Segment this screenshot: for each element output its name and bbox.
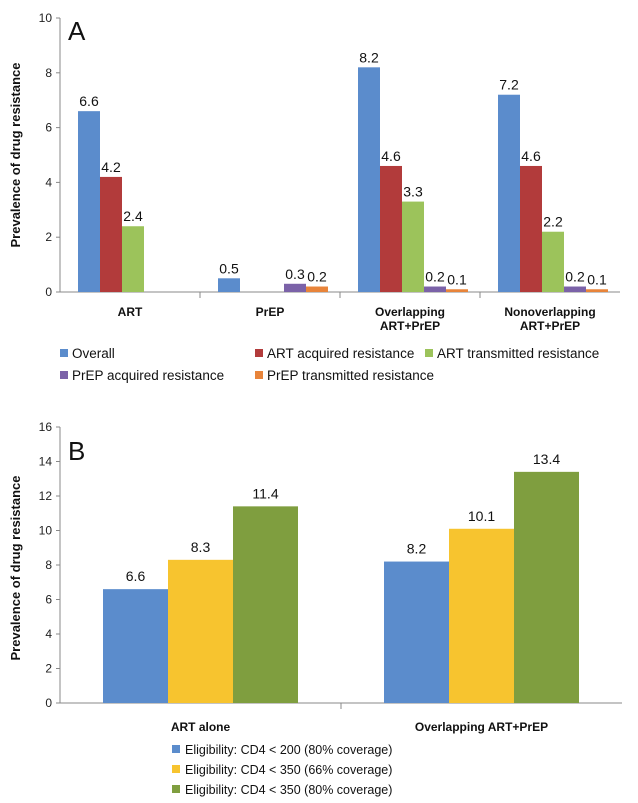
data-label: 0.5 [219, 260, 239, 276]
x-tick-label: ART+PrEP [520, 319, 580, 333]
data-label: 8.3 [191, 539, 211, 555]
data-label: 8.2 [407, 541, 427, 557]
y-tick-label: 2 [45, 230, 52, 244]
bar [424, 286, 446, 292]
y-tick-label: 0 [45, 696, 52, 710]
x-tick-label: PrEP [256, 305, 285, 319]
x-tick-label: ART alone [171, 720, 231, 734]
bar [306, 286, 328, 292]
y-axis-label: Prevalence of drug resistance [8, 476, 23, 661]
x-tick-label: Overlapping [375, 305, 445, 319]
bar [498, 94, 520, 292]
legend-entry: Eligibility: CD4 < 350 (80% coverage) [185, 783, 392, 797]
y-tick-label: 8 [45, 558, 52, 572]
data-label: 8.2 [359, 49, 379, 65]
y-tick-label: 16 [39, 420, 53, 434]
data-label: 13.4 [533, 451, 560, 467]
bar [358, 67, 380, 292]
bar [564, 286, 586, 292]
bar [514, 471, 579, 703]
legend-swatch [255, 349, 263, 357]
x-tick-label: Overlapping ART+PrEP [415, 720, 548, 734]
y-tick-label: 12 [39, 489, 53, 503]
bar [103, 589, 168, 703]
y-tick-label: 6 [45, 593, 52, 607]
bar [380, 165, 402, 292]
data-label: 6.6 [79, 93, 99, 109]
y-tick-label: 14 [39, 455, 53, 469]
legend-entry: Eligibility: CD4 < 200 (80% coverage) [185, 743, 392, 757]
data-label: 10.1 [468, 508, 495, 524]
legend-swatch [60, 371, 68, 379]
y-tick-label: 4 [45, 627, 52, 641]
bar [233, 506, 298, 703]
data-label: 0.2 [307, 269, 327, 285]
bar [402, 201, 424, 292]
bar [284, 283, 306, 292]
bar [542, 231, 564, 292]
legend-swatch [255, 371, 263, 379]
y-tick-label: 6 [45, 121, 52, 135]
x-tick-label: Nonoverlapping [504, 305, 595, 319]
bar [520, 165, 542, 292]
legend-entry: PrEP transmitted resistance [267, 368, 434, 383]
legend-entry: PrEP acquired resistance [72, 368, 224, 383]
bar [78, 111, 100, 292]
y-tick-label: 0 [45, 285, 52, 299]
legend-swatch [172, 765, 180, 773]
y-tick-label: 8 [45, 66, 52, 80]
bar [384, 561, 449, 703]
legend-swatch [425, 349, 433, 357]
data-label: 0.1 [447, 271, 467, 287]
legend-entry: ART transmitted resistance [437, 346, 599, 361]
chart-a: A Prevalence of drug resistance 0 2 4 6 8 10 6.6… [8, 11, 620, 383]
data-label: 0.1 [587, 271, 607, 287]
bar [586, 289, 608, 292]
bar [122, 226, 144, 292]
legend-entry: ART acquired resistance [267, 346, 414, 361]
bar [168, 559, 233, 703]
data-label: 4.6 [521, 148, 541, 164]
data-label: 4.6 [381, 148, 401, 164]
bar [449, 528, 514, 703]
legend-entry: Eligibility: CD4 < 350 (66% coverage) [185, 763, 392, 777]
legend-swatch [172, 745, 180, 753]
data-label: 0.2 [565, 269, 585, 285]
y-tick-label: 2 [45, 662, 52, 676]
data-label: 2.4 [123, 208, 143, 224]
bar [218, 278, 240, 292]
data-label: 11.4 [252, 485, 278, 501]
data-label: 6.6 [126, 568, 146, 584]
y-tick-label: 10 [39, 524, 53, 538]
data-label: 0.3 [285, 266, 305, 282]
data-label: 3.3 [403, 184, 423, 200]
bar [446, 289, 468, 292]
data-label: 0.2 [425, 269, 445, 285]
panel-label: A [68, 16, 86, 46]
data-label: 7.2 [499, 77, 519, 93]
legend-swatch [60, 349, 68, 357]
chart-b: B Prevalence of drug resistance 0 2 4 6 8 10 12 1… [8, 420, 622, 797]
x-tick-label: ART+PrEP [380, 319, 440, 333]
legend-swatch [172, 785, 180, 793]
legend-entry: Overall [72, 346, 115, 361]
y-axis-label: Prevalence of drug resistance [8, 63, 23, 248]
y-tick-label: 10 [39, 11, 53, 25]
panel-label: B [68, 436, 85, 466]
x-tick-label: ART [118, 305, 143, 319]
data-label: 4.2 [101, 159, 121, 175]
data-label: 2.2 [543, 214, 563, 230]
bar [100, 176, 122, 292]
y-tick-label: 4 [45, 175, 52, 189]
